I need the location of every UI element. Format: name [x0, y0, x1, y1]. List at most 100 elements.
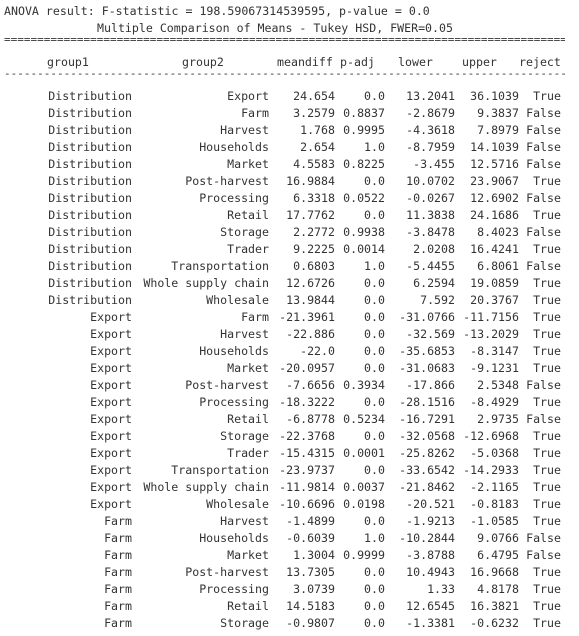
meandiff-cell: -6.8778	[286, 412, 335, 426]
reject-cell: True	[533, 480, 561, 494]
p-adj-cell: 0.5234	[343, 412, 385, 426]
reject-cell: True	[533, 89, 561, 103]
p-adj-cell: 0.0	[364, 276, 385, 290]
reject-cell: True	[533, 582, 561, 596]
reject-cell: False	[526, 548, 561, 562]
group2-cell: Farm	[241, 310, 269, 324]
upper-cell: 12.5716	[470, 157, 519, 171]
table-row: Distribution Post-harvest 16.9884 0.0 10.070…	[0, 173, 579, 190]
table-row: Farm Harvest -1.4899 0.0 -1.9213 -1.0585 True	[0, 513, 579, 530]
group2-cell: Households	[199, 140, 269, 154]
reject-cell: False	[526, 106, 561, 120]
group2-cell: Post-harvest	[185, 565, 269, 579]
group2-cell: Retail	[227, 412, 269, 426]
p-adj-cell: 0.0	[364, 463, 385, 477]
p-adj-cell: 0.3934	[343, 378, 385, 392]
table-row: Distribution Transportation 0.6803 1.0 -5.44…	[0, 258, 579, 275]
col-header-meandiff: meandiff	[277, 55, 333, 69]
meandiff-cell: 13.7305	[286, 565, 335, 579]
upper-cell: 12.6902	[470, 191, 519, 205]
upper-cell: -2.1165	[470, 480, 519, 494]
group2-cell: Post-harvest	[185, 174, 269, 188]
upper-cell: -14.2933	[463, 463, 519, 477]
reject-cell: False	[526, 412, 561, 426]
meandiff-cell: 16.9884	[286, 174, 335, 188]
group1-cell: Farm	[104, 565, 132, 579]
group1-cell: Distribution	[48, 191, 132, 205]
lower-cell: 11.3838	[406, 208, 455, 222]
upper-cell: 9.3837	[477, 106, 519, 120]
p-adj-cell: 0.0	[364, 582, 385, 596]
p-adj-cell: 0.9999	[343, 548, 385, 562]
group1-cell: Export	[90, 463, 132, 477]
group1-cell: Distribution	[48, 157, 132, 171]
upper-cell: -0.6232	[470, 616, 519, 630]
group1-cell: Farm	[104, 616, 132, 630]
lower-cell: 6.2594	[413, 276, 455, 290]
group1-cell: Export	[90, 378, 132, 392]
group1-cell: Distribution	[48, 225, 132, 239]
table-row: Export Farm -21.3961 0.0 -31.0766 -11.7156 Tru…	[0, 309, 579, 326]
meandiff-cell: 3.2579	[293, 106, 335, 120]
col-header-lower: lower	[398, 55, 433, 69]
upper-cell: 9.0766	[477, 531, 519, 545]
meandiff-cell: -22.0	[300, 344, 335, 358]
table-row: Export Households -22.0 0.0 -35.6853 -8.3147 T…	[0, 343, 579, 360]
lower-cell: -16.7291	[399, 412, 455, 426]
tukey-title: Multiple Comparison of Means - Tukey HSD…	[97, 21, 453, 35]
group2-cell: Storage	[220, 616, 269, 630]
upper-cell: 20.3767	[470, 293, 519, 307]
reject-cell: True	[533, 327, 561, 341]
anova-result-line: ANOVA result: F-statistic = 198.59067314…	[4, 4, 430, 18]
lower-cell: -8.7959	[406, 140, 455, 154]
group1-cell: Farm	[104, 514, 132, 528]
lower-cell: -1.3381	[406, 616, 455, 630]
p-adj-cell: 0.0	[364, 599, 385, 613]
meandiff-cell: -10.6696	[279, 497, 335, 511]
table-row: Export Retail -6.8778 0.5234 -16.7291 2.9735 F…	[0, 411, 579, 428]
p-adj-cell: 0.9938	[343, 225, 385, 239]
group2-cell: Market	[227, 157, 269, 171]
p-adj-cell: 0.0198	[343, 497, 385, 511]
p-adj-cell: 0.0	[364, 395, 385, 409]
p-adj-cell: 0.0001	[343, 446, 385, 460]
upper-cell: -11.7156	[463, 310, 519, 324]
meandiff-cell: -18.3222	[279, 395, 335, 409]
upper-cell: 16.4241	[470, 242, 519, 256]
meandiff-cell: -1.4899	[286, 514, 335, 528]
group1-cell: Distribution	[48, 140, 132, 154]
p-adj-cell: 0.9995	[343, 123, 385, 137]
group1-cell: Export	[90, 480, 132, 494]
lower-cell: -35.6853	[399, 344, 455, 358]
reject-cell: True	[533, 293, 561, 307]
upper-cell: 6.4795	[477, 548, 519, 562]
group1-cell: Distribution	[48, 242, 132, 256]
p-adj-cell: 0.0	[364, 565, 385, 579]
lower-cell: -1.9213	[406, 514, 455, 528]
table-row: Distribution Harvest 1.768 0.9995 -4.3618 7.8…	[0, 122, 579, 139]
meandiff-cell: -20.0957	[279, 361, 335, 375]
reject-cell: True	[533, 344, 561, 358]
table-row: Export Post-harvest -7.6656 0.3934 -17.866 2.…	[0, 377, 579, 394]
meandiff-cell: 4.5583	[293, 157, 335, 171]
table-row: Export Wholesale -10.6696 0.0198 -20.521 -0.8…	[0, 496, 579, 513]
meandiff-cell: 2.2772	[293, 225, 335, 239]
group2-cell: Processing	[199, 582, 269, 596]
group1-cell: Export	[90, 310, 132, 324]
meandiff-cell: 1.3004	[293, 548, 335, 562]
col-header-group2: group2	[182, 55, 224, 69]
p-adj-cell: 0.0	[364, 327, 385, 341]
meandiff-cell: 2.654	[300, 140, 335, 154]
group1-cell: Distribution	[48, 123, 132, 137]
group2-cell: Whole supply chain	[143, 480, 269, 494]
group2-cell: Whole supply chain	[143, 276, 269, 290]
reject-cell: True	[533, 497, 561, 511]
upper-cell: 16.3821	[470, 599, 519, 613]
group1-cell: Export	[90, 497, 132, 511]
lower-cell: -28.1516	[399, 395, 455, 409]
p-adj-cell: 1.0	[364, 531, 385, 545]
reject-cell: True	[533, 310, 561, 324]
reject-cell: True	[533, 446, 561, 460]
p-adj-cell: 0.0	[364, 344, 385, 358]
group2-cell: Transportation	[171, 463, 269, 477]
